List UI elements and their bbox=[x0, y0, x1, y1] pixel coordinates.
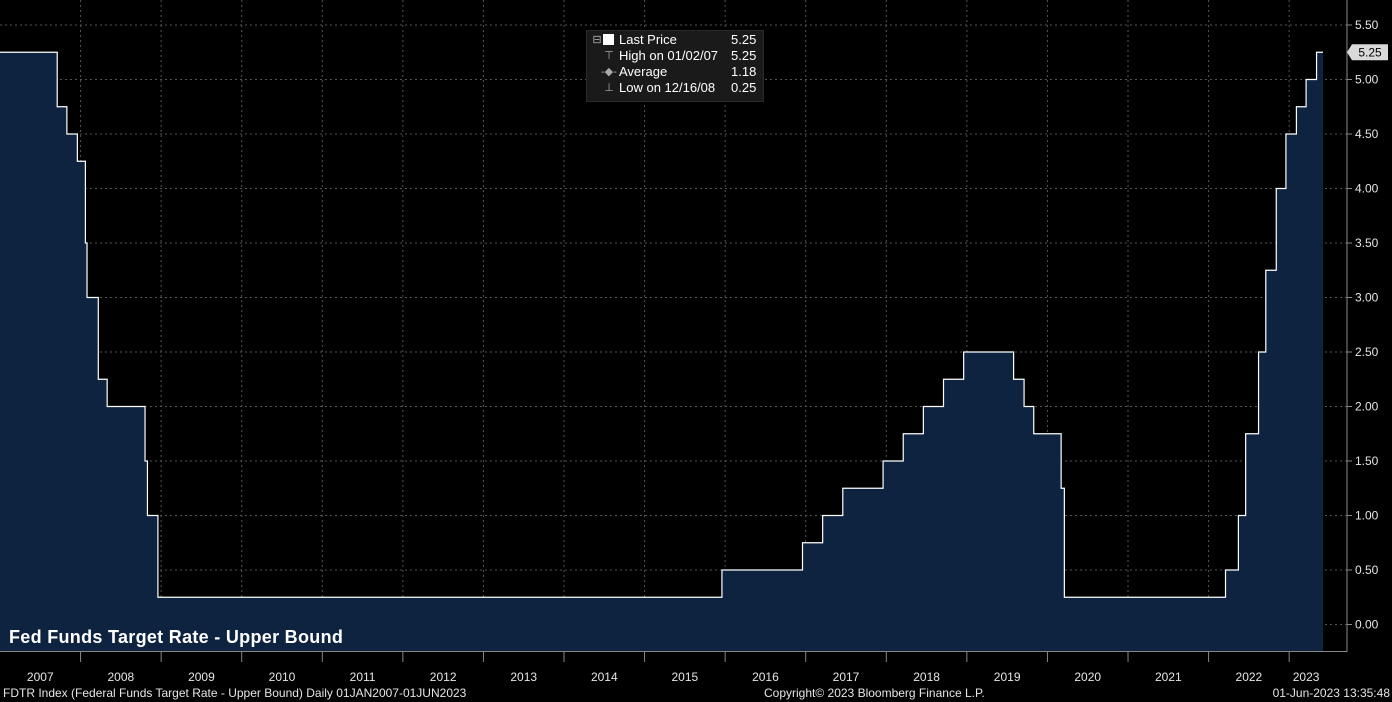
series-line bbox=[0, 51, 1323, 598]
footer-copyright: Copyright© 2023 Bloomberg Finance L.P. bbox=[764, 686, 985, 700]
footer-index-info: FDTR Index (Federal Funds Target Rate - … bbox=[3, 686, 467, 700]
legend-value-last-price: 5.25 bbox=[731, 32, 757, 47]
x-tick-label: 2016 bbox=[752, 670, 779, 684]
legend-box: ⊟ Last Price 5.25 ⊤ High on 01/02/07 5.2… bbox=[586, 30, 764, 102]
y-tick-label: 5.00 bbox=[1355, 73, 1379, 87]
x-tick-label: 2011 bbox=[350, 670, 376, 684]
x-tick-label: 2022 bbox=[1236, 670, 1263, 684]
y-tick-label: 2.50 bbox=[1355, 345, 1379, 359]
average-marker-icon: -◆- bbox=[601, 66, 617, 78]
x-tick-label: 2010 bbox=[269, 670, 296, 684]
plot-background bbox=[0, 0, 1347, 652]
y-axis: 0.00 0.50 1.00 1.50 2.00 2.50 3.00 3.50 4.00 4.50… bbox=[1347, 18, 1379, 632]
low-marker-icon: ⊥ bbox=[604, 82, 614, 94]
y-tick-label: 3.50 bbox=[1355, 236, 1379, 250]
footer-timestamp: 01-Jun-2023 13:35:48 bbox=[1272, 686, 1390, 700]
legend-value-average: 1.18 bbox=[731, 64, 757, 79]
x-tick-label: 2008 bbox=[108, 670, 135, 684]
legend-label-high: High on 01/02/07 bbox=[619, 48, 719, 63]
x-tick-label: 2021 bbox=[1155, 670, 1182, 684]
legend-row-low: ⊥ Low on 12/16/08 0.25 bbox=[587, 80, 763, 96]
x-tick-label: 2013 bbox=[510, 670, 537, 684]
y-tick-label: 0.50 bbox=[1355, 563, 1379, 577]
y-tick-label: 5.50 bbox=[1355, 18, 1379, 32]
legend-value-low: 0.25 bbox=[731, 80, 757, 95]
y-tick-label: 4.00 bbox=[1355, 182, 1379, 196]
x-tick-label: 2019 bbox=[994, 670, 1021, 684]
x-tick-label: 2023 bbox=[1293, 670, 1320, 684]
x-tick-label: 2012 bbox=[430, 670, 457, 684]
legend-value-high: 5.25 bbox=[731, 48, 757, 63]
y-tick-label: 1.00 bbox=[1355, 509, 1379, 523]
last-value-tag-shape bbox=[1347, 44, 1388, 61]
x-tick-label: 2014 bbox=[591, 670, 618, 684]
x-tick-label: 2015 bbox=[672, 670, 699, 684]
collapse-icon[interactable]: ⊟ bbox=[592, 34, 602, 46]
legend-swatch-last-price bbox=[603, 34, 614, 45]
x-tick-label: 2020 bbox=[1074, 670, 1101, 684]
y-tick-label: 4.50 bbox=[1355, 127, 1379, 141]
legend-label-last-price: Last Price bbox=[619, 32, 677, 47]
x-tick-label: 2009 bbox=[188, 670, 215, 684]
y-tick-label: 0.00 bbox=[1355, 618, 1379, 632]
series-area-fill bbox=[0, 52, 1323, 651]
legend-row-high: ⊤ High on 01/02/07 5.25 bbox=[587, 48, 763, 64]
legend-row-average: -◆- Average 1.18 bbox=[587, 64, 763, 80]
last-value-tag: 5.25 bbox=[1347, 44, 1388, 61]
x-tick-label: 2007 bbox=[27, 670, 54, 684]
x-tick-label: 2017 bbox=[833, 670, 860, 684]
chart-title: Fed Funds Target Rate - Upper Bound bbox=[9, 627, 344, 647]
legend-label-low: Low on 12/16/08 bbox=[619, 80, 716, 95]
y-tick-label: 2.00 bbox=[1355, 400, 1379, 414]
y-tick-label: 1.50 bbox=[1355, 454, 1379, 468]
legend-row-last-price: ⊟ Last Price 5.25 bbox=[587, 32, 763, 48]
last-value-tag-text: 5.25 bbox=[1358, 45, 1382, 59]
x-axis: 2007 2008 2009 2010 2011 2012 2013 2014 2015 2016… bbox=[27, 652, 1320, 684]
legend-label-average: Average bbox=[619, 64, 668, 79]
y-tick-label: 3.00 bbox=[1355, 291, 1379, 305]
x-tick-label: 2018 bbox=[913, 670, 940, 684]
high-marker-icon: ⊤ bbox=[604, 50, 614, 62]
